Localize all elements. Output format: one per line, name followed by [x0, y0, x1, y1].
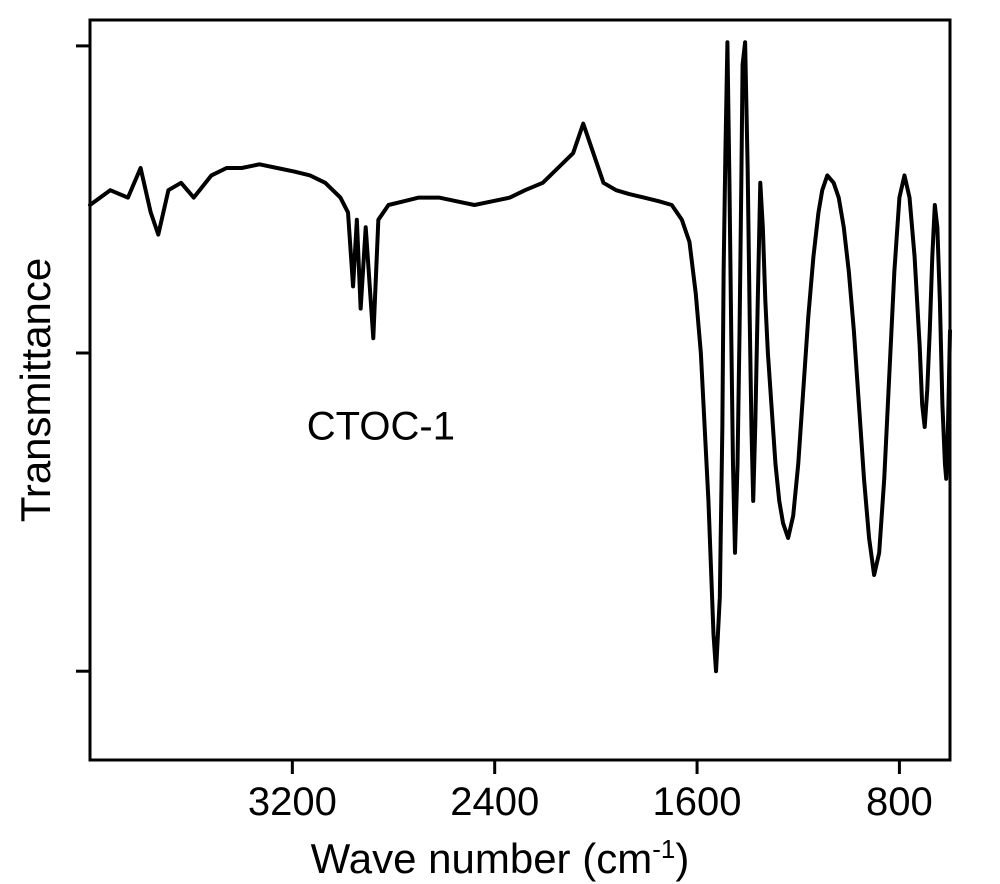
x-tick-label: 800 [866, 780, 933, 825]
x-tick-label: 3200 [248, 780, 337, 825]
series-annotation: CTOC-1 [307, 405, 455, 450]
plot-area [0, 0, 1000, 884]
y-axis-label: Transmittance [12, 258, 60, 523]
x-axis-label-sup: -1 [652, 834, 675, 864]
x-axis-label-text: Wave number (cm [311, 835, 653, 882]
x-tick-label: 1600 [653, 780, 742, 825]
x-axis-label: Wave number (cm-1) [0, 834, 1000, 883]
ir-spectrum-chart: Transmittance 3200 2400 1600 800 Wave numbe… [0, 0, 1000, 884]
x-tick-label: 2400 [450, 780, 539, 825]
x-axis-label-close: ) [675, 835, 689, 882]
